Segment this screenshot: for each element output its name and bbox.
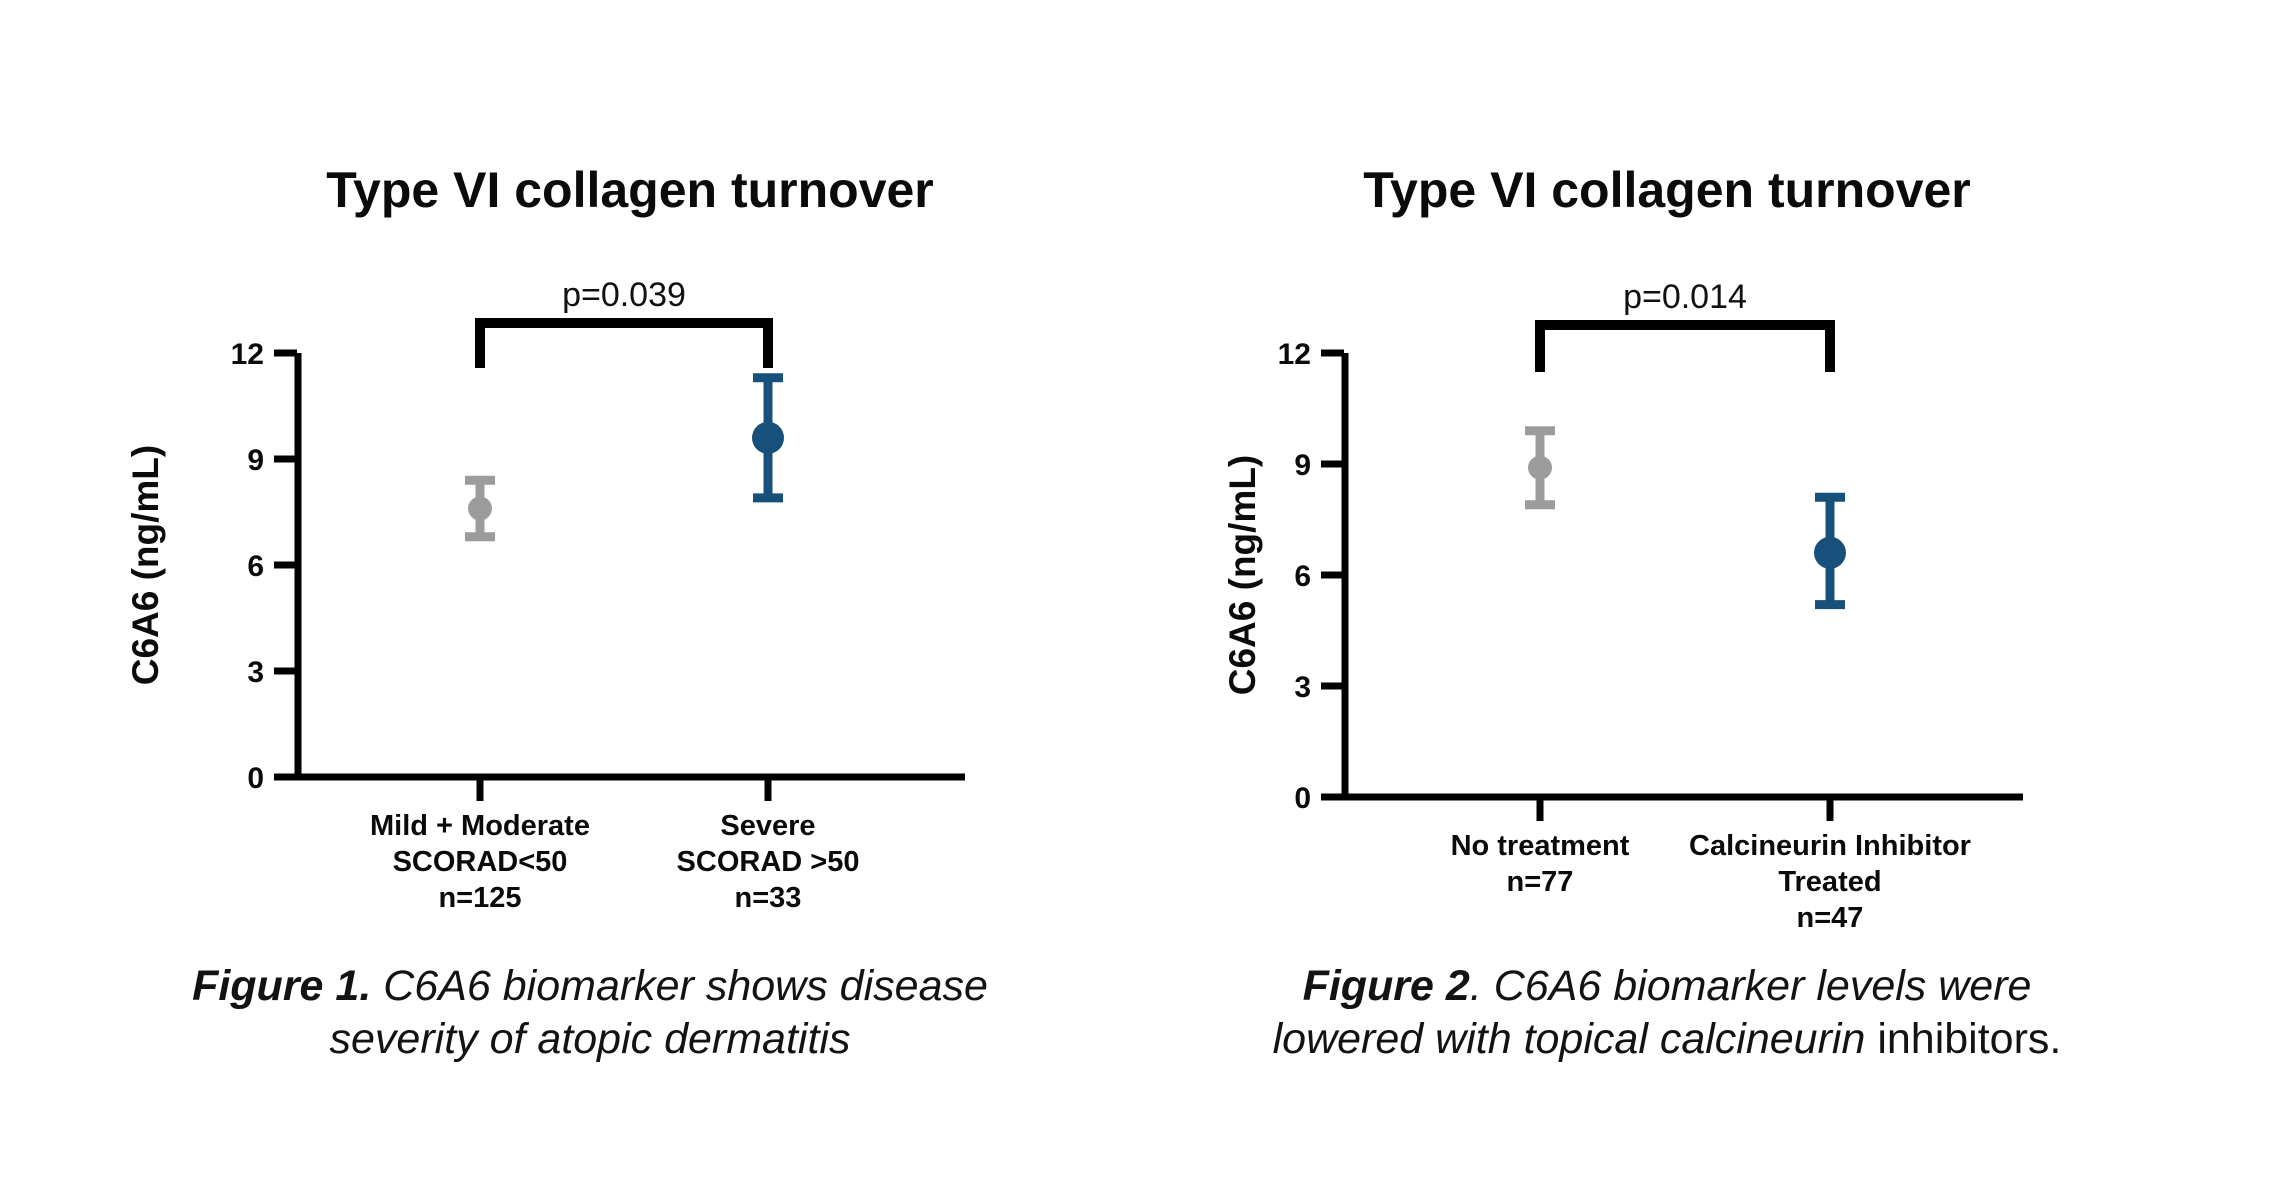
figure-2-panel: Type VI collagen turnover p=0.014 0 3 6 9 12 C… xyxy=(1167,140,2167,1109)
group-label-line: n=125 xyxy=(438,882,521,914)
figure-2-caption: Figure 2. C6A6 biomarker levels were low… xyxy=(1167,960,2167,1066)
group-label-line: n=47 xyxy=(1797,902,1864,934)
y-tick-label: 0 xyxy=(1294,782,1311,815)
group-label-line: Severe xyxy=(720,810,815,842)
y-tick-label: 6 xyxy=(1294,560,1311,593)
group-label-line: Calcineurin Inhibitor xyxy=(1689,830,1971,862)
caption-italic-text: severity of atopic dermatitis xyxy=(329,1015,851,1063)
group-label-line: SCORAD >50 xyxy=(677,846,860,878)
caption-figure-label: Figure 1. xyxy=(192,962,372,1010)
y-tick-label: 9 xyxy=(1294,449,1311,482)
group-label-line: No treatment xyxy=(1451,830,1630,862)
caption-italic-text: lowered with topical calcineurin xyxy=(1272,1015,1866,1063)
caption-regular-text: inhibitors. xyxy=(1865,1015,2062,1063)
y-tick-label: 0 xyxy=(247,762,264,795)
figure-1-panel: Type VI collagen turnover p=0.039 0 3 6 9 12 C… xyxy=(130,140,1130,1109)
group-label-line: SCORAD<50 xyxy=(393,846,568,878)
group-label-line: n=77 xyxy=(1507,866,1574,898)
group-label-line: Treated xyxy=(1778,866,1881,898)
group-label-line: Mild + Moderate xyxy=(370,810,590,842)
chart-title: Type VI collagen turnover xyxy=(1363,162,1971,218)
y-tick-label: 12 xyxy=(231,338,264,371)
group-label-line: n=33 xyxy=(735,882,802,914)
caption-line: Figure 1. C6A6 biomarker shows disease xyxy=(192,962,988,1010)
significance-bracket xyxy=(1535,320,1835,372)
y-tick-label: 3 xyxy=(247,656,264,689)
caption-line: severity of atopic dermatitis xyxy=(330,1015,851,1063)
caption-line: Figure 2. C6A6 biomarker levels were xyxy=(1303,962,2032,1010)
figure-1-chart: p=0.039 0 3 6 9 12 C6A6 (ng/mL) Mild + Moderate… xyxy=(130,276,965,914)
significance-bracket xyxy=(475,318,773,368)
y-tick-label: 9 xyxy=(247,444,264,477)
p-value-label: p=0.014 xyxy=(1623,278,1747,316)
y-axis-title: C6A6 (ng/mL) xyxy=(1222,455,1263,696)
y-tick-label: 12 xyxy=(1278,338,1311,371)
data-point-marker xyxy=(1814,536,1846,569)
caption-line: lowered with topical calcineurin inhibit… xyxy=(1273,1015,2062,1063)
caption-italic-text: C6A6 biomarker shows disease xyxy=(371,962,988,1010)
data-point-marker xyxy=(468,496,492,521)
caption-figure-label: Figure 2 xyxy=(1302,962,1470,1010)
data-point-marker xyxy=(752,421,784,454)
chart-title: Type VI collagen turnover xyxy=(326,162,934,218)
p-value-label: p=0.039 xyxy=(562,276,686,314)
data-point-marker xyxy=(1528,455,1552,480)
caption-italic-text: . C6A6 biomarker levels were xyxy=(1469,962,2032,1010)
y-tick-label: 3 xyxy=(1294,671,1311,704)
y-axis-title: C6A6 (ng/mL) xyxy=(130,445,166,686)
figure-1-caption: Figure 1. C6A6 biomarker shows disease s… xyxy=(90,960,1090,1066)
figure-2-chart: p=0.014 0 3 6 9 12 C6A6 (ng/mL) No treatment n=7… xyxy=(1222,278,2023,934)
y-tick-label: 6 xyxy=(247,550,264,583)
